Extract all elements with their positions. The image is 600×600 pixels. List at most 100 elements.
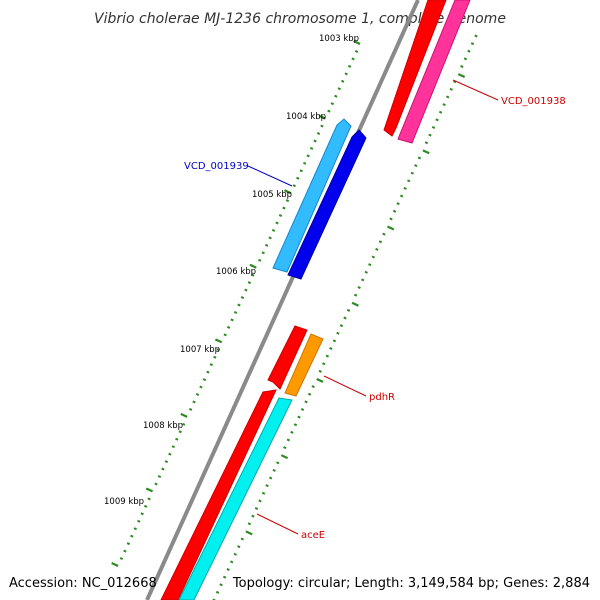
minor-tick [276,461,280,465]
gene-label-vcd-001939[interactable]: VCD_001939 [184,161,249,172]
minor-tick [254,507,259,511]
tick-track-left [111,40,361,567]
minor-tick [414,164,418,168]
minor-tick [192,400,196,404]
minor-tick [364,270,368,274]
minor-tick [209,363,214,367]
gene-feature-acee[interactable] [178,397,293,600]
minor-tick [199,385,203,389]
minor-tick [237,545,241,549]
minor-tick [219,583,223,587]
minor-tick [161,467,165,471]
minor-tick [351,57,355,61]
gene-feature-pdhr[interactable] [284,333,324,397]
gene-label-acee[interactable]: aceE [301,530,325,541]
minor-tick [261,251,265,255]
minor-tick [302,161,307,165]
minor-tick [283,446,287,450]
minor-tick [424,141,429,145]
minor-tick [237,303,241,307]
minor-tick [282,206,286,210]
kbp-major-tick [145,487,154,493]
minor-tick [240,537,245,541]
minor-tick [442,103,446,107]
minor-tick [341,79,345,83]
minor-tick [226,568,230,572]
minor-tick [275,221,279,225]
gene-features [160,0,471,600]
kbp-label-1008: 1008 kbp [143,421,183,431]
minor-tick [344,72,348,76]
minor-tick [233,310,238,314]
kbp-labels: 1003 kbp 1004 kbp 1005 kbp 1006 kbp 1007… [104,34,359,507]
minor-tick [164,460,169,464]
kbp-label-1003: 1003 kbp [319,34,359,44]
minor-tick [230,560,234,564]
gene-feature-blue[interactable] [287,129,367,280]
minor-tick [130,534,134,538]
minor-tick [354,49,359,53]
minor-tick [154,482,158,486]
minor-tick [143,504,148,508]
minor-tick [330,102,335,106]
minor-tick [181,422,186,426]
minor-tick [240,296,245,300]
gene-feature-vcd-001939[interactable] [272,118,352,273]
minor-tick [251,273,255,277]
minor-tick [178,430,182,434]
minor-tick [392,209,397,213]
minor-tick [264,243,269,247]
minor-tick [431,125,436,129]
minor-tick [318,369,322,373]
minor-tick [339,324,344,328]
minor-tick [313,139,317,143]
minor-tick [171,445,176,449]
minor-tick [133,527,137,531]
gene-feature-red-mid[interactable] [267,325,308,390]
minor-tick [286,438,291,442]
minor-tick [223,333,227,337]
minor-tick [247,522,252,526]
kbp-label-1006: 1006 kbp [216,267,256,277]
minor-tick [445,95,450,99]
kbp-major-tick [284,189,292,195]
gene-feature-red-low[interactable] [160,389,277,600]
minor-tick [188,407,193,411]
kbp-major-tick [180,412,188,418]
minor-tick [230,318,234,322]
gene-label-pdhr[interactable]: pdhR [369,392,395,403]
minor-tick [325,354,329,358]
minor-tick [322,362,326,366]
kbp-major-tick [214,338,223,344]
kbp-label-1004: 1004 kbp [286,112,326,122]
minor-tick [268,476,273,480]
tick-track-right [212,34,478,600]
minor-tick [202,378,207,382]
minor-tick [336,331,340,335]
minor-tick [343,316,347,320]
minor-tick [410,171,414,175]
minor-tick [361,278,365,282]
minor-tick [378,240,383,244]
minor-tick [399,194,404,198]
minor-tick [285,199,290,203]
kbp-major-tick [249,263,257,269]
leader-vcd-001939 [247,165,293,187]
minor-tick [396,202,400,206]
minor-tick [147,497,151,501]
minor-tick [306,154,310,158]
minor-tick [251,514,255,518]
minor-tick [357,286,361,290]
minor-tick [368,263,372,267]
minor-tick [371,255,376,259]
minor-tick [215,590,220,594]
minor-tick [460,64,464,68]
gene-label-vcd-001938[interactable]: VCD_001938 [501,96,566,107]
gene-feature-vcd-001938[interactable] [397,0,471,144]
gene-feature-red-top[interactable] [383,0,447,137]
minor-tick [327,109,331,113]
minor-tick [309,146,314,150]
minor-tick [299,169,303,173]
leader-lines [247,79,499,535]
